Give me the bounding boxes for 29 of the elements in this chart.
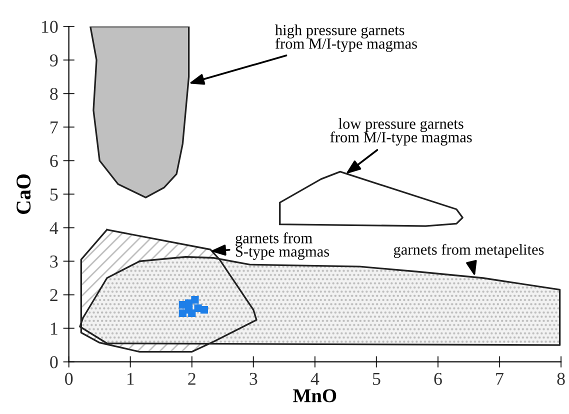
y-tick-label: 10 — [42, 20, 58, 33]
x-tick-label: 8 — [557, 372, 565, 385]
point — [185, 306, 193, 314]
annotation: garnets from metapelites — [394, 244, 544, 258]
annotation: high pressure garnets from M/I-type magmas — [275, 24, 417, 52]
y-tick-label: 7 — [50, 122, 58, 134]
x-tick-label: 6 — [434, 372, 442, 385]
x-tick-label: 4 — [310, 372, 320, 385]
annotation: low pressure garnets from M/I-type magmas — [330, 118, 472, 146]
annotation: garnets from S-type magmas — [236, 232, 330, 260]
y-tick-label: 3 — [50, 256, 58, 268]
y-tick-label: 5 — [50, 188, 58, 201]
point — [200, 306, 208, 314]
y-tick-label: 6 — [50, 154, 58, 168]
y-tick-label: 8 — [50, 88, 58, 100]
y-tick-label: 4 — [50, 222, 58, 234]
y-axis-title: CaO — [16, 174, 31, 214]
y-tick-label: 0 — [50, 356, 58, 368]
y-tick-label: 1 — [50, 322, 58, 335]
x-tick-label: 2 — [188, 372, 196, 385]
x-tick-label: 5 — [373, 372, 380, 385]
x-tick-label: 7 — [496, 372, 504, 385]
x-tick-label: 3 — [250, 372, 258, 385]
point — [191, 296, 199, 304]
x-tick-label: 1 — [127, 372, 134, 385]
y-tick-label: 2 — [50, 289, 58, 302]
y-tick-label: 9 — [50, 54, 58, 66]
x-tick-label: 0 — [65, 372, 73, 385]
x-axis-title: MnO — [293, 389, 336, 402]
